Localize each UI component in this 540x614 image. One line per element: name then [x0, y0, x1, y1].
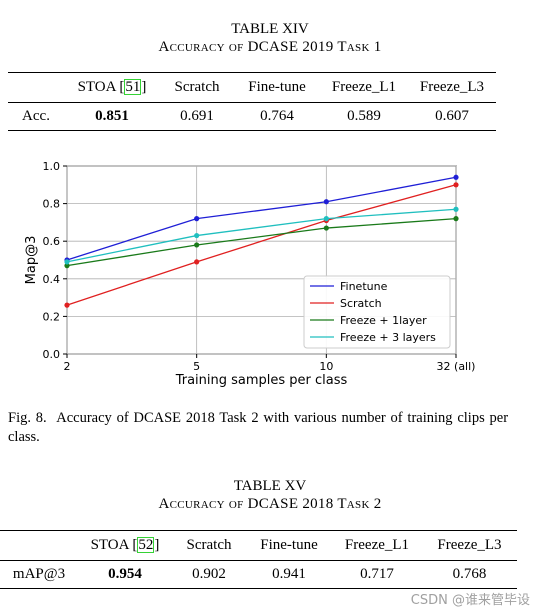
table-15-header-stoa: STOA [52]: [90, 537, 160, 553]
series-line-scratch: [66, 184, 457, 306]
data-point-freeze-1layer: [323, 225, 329, 231]
table-14-cell-finetune: 0.764: [260, 108, 294, 124]
figure-caption: Fig. 8. Accuracy of DCASE 2018 Task 2 wi…: [8, 409, 508, 447]
table-15-caption: Accuracy of DCASE 2018 Task 2: [158, 496, 382, 512]
table-15-header-empty: [0, 531, 78, 561]
x-tick-label: 32 (all): [437, 360, 476, 373]
table-14-header-scratch: Scratch: [174, 79, 220, 95]
table-15-header-freeze-l3: Freeze_L3: [437, 537, 502, 553]
y-tick-label: 1.0: [43, 160, 61, 173]
y-tick-label: 0.2: [43, 310, 61, 323]
data-point-finetune: [453, 174, 459, 180]
table-14-caption: Accuracy of DCASE 2019 Task 1: [158, 39, 382, 55]
y-tick-label: 0.6: [43, 235, 61, 248]
table-15-row-label: mAP@3: [12, 566, 66, 582]
line-chart: 0.0 0.2 0.4 0.6 0.8 1.0 2 5 10 32 (all) Finetune S…: [24, 160, 476, 388]
legend-label: Scratch: [340, 297, 382, 310]
table-14-header-finetune: Fine-tune: [248, 79, 306, 95]
y-tick-label: 0.0: [43, 348, 61, 361]
table-15-cell-stoa: 0.954: [108, 566, 142, 582]
table-15-header-scratch: Scratch: [186, 537, 232, 553]
watermark: CSDN @谁来管毕设: [410, 593, 530, 608]
x-axis-label: Training samples per class: [175, 373, 348, 388]
series-line-finetune: [66, 176, 457, 261]
table-14-header-empty: [8, 73, 64, 103]
data-point-freeze-1layer: [453, 216, 459, 222]
y-axis-label: Map@3: [24, 236, 39, 285]
x-tick-label: 10: [319, 360, 333, 373]
table-14-cell-freeze-l1: 0.589: [347, 108, 381, 124]
table-15-title: TABLE XV: [233, 478, 307, 494]
table-14-title: TABLE XIV: [231, 21, 309, 37]
table-15-header-freeze-l1: Freeze_L1: [344, 537, 410, 553]
data-point-finetune: [323, 199, 329, 205]
legend-label: Finetune: [340, 280, 388, 293]
table-15-cell-freeze-l3: 0.768: [452, 566, 487, 582]
table-14-header-freeze-l1: Freeze_L1: [331, 79, 397, 95]
y-tick-label: 0.8: [43, 198, 61, 211]
legend-label: Freeze + 3 layers: [340, 331, 436, 344]
table-15: STOA [52] Scratch Fine-tune Freeze_L1 Fr…: [0, 530, 517, 589]
data-point-scratch: [64, 302, 70, 308]
series-line-freeze-3-layers: [66, 208, 457, 263]
table-15-cell-scratch: 0.902: [192, 566, 226, 582]
table-14-cell-scratch: 0.691: [180, 108, 214, 124]
series-line-freeze-1layer: [66, 217, 457, 267]
table-14: STOA [51] Scratch Fine-tune Freeze_L1 Fr…: [8, 72, 496, 131]
data-point-freeze-1layer: [194, 242, 200, 248]
y-tick-label: 0.4: [43, 273, 61, 286]
data-point-scratch: [194, 259, 200, 265]
data-point-scratch: [453, 182, 459, 188]
data-point-freeze-3-layers: [323, 216, 329, 222]
table-14-header-row: STOA [51] Scratch Fine-tune Freeze_L1 Fr…: [8, 72, 496, 103]
table-15-row: mAP@3 0.954 0.902 0.941 0.717 0.768: [0, 561, 517, 589]
table-14-cell-freeze-l3: 0.607: [435, 108, 469, 124]
x-tick-label: 5: [193, 360, 200, 373]
legend-box: [303, 275, 451, 349]
table-15-header-finetune: Fine-tune: [260, 537, 318, 553]
table-15-header-row: STOA [52] Scratch Fine-tune Freeze_L1 Fr…: [0, 530, 517, 561]
citation-ref-52[interactable]: 52: [137, 537, 155, 553]
data-point-freeze-1layer: [64, 263, 70, 269]
table-14-header-stoa: STOA [51]: [77, 79, 147, 95]
figure-caption-label: Fig. 8.: [8, 410, 47, 426]
data-point-freeze-3-layers: [453, 206, 459, 212]
table-14-row-label: Acc.: [22, 108, 50, 124]
table-14-cell-stoa: 0.851: [95, 108, 129, 124]
data-point-freeze-3-layers: [64, 259, 70, 265]
x-tick-label: 2: [64, 360, 71, 373]
data-point-freeze-3-layers: [194, 232, 200, 239]
table-15-cell-finetune: 0.941: [272, 566, 306, 582]
table-14-header-freeze-l3: Freeze_L3: [419, 79, 485, 95]
table-15-cell-freeze-l1: 0.717: [360, 566, 394, 582]
data-point-finetune: [194, 216, 200, 222]
table-14-row: Acc. 0.851 0.691 0.764 0.589 0.607: [8, 103, 496, 131]
citation-ref-51[interactable]: 51: [124, 79, 142, 95]
legend-label: Freeze + 1layer: [340, 314, 427, 327]
figure-caption-text: Accuracy of DCASE 2018 Task 2 with vario…: [8, 410, 509, 445]
